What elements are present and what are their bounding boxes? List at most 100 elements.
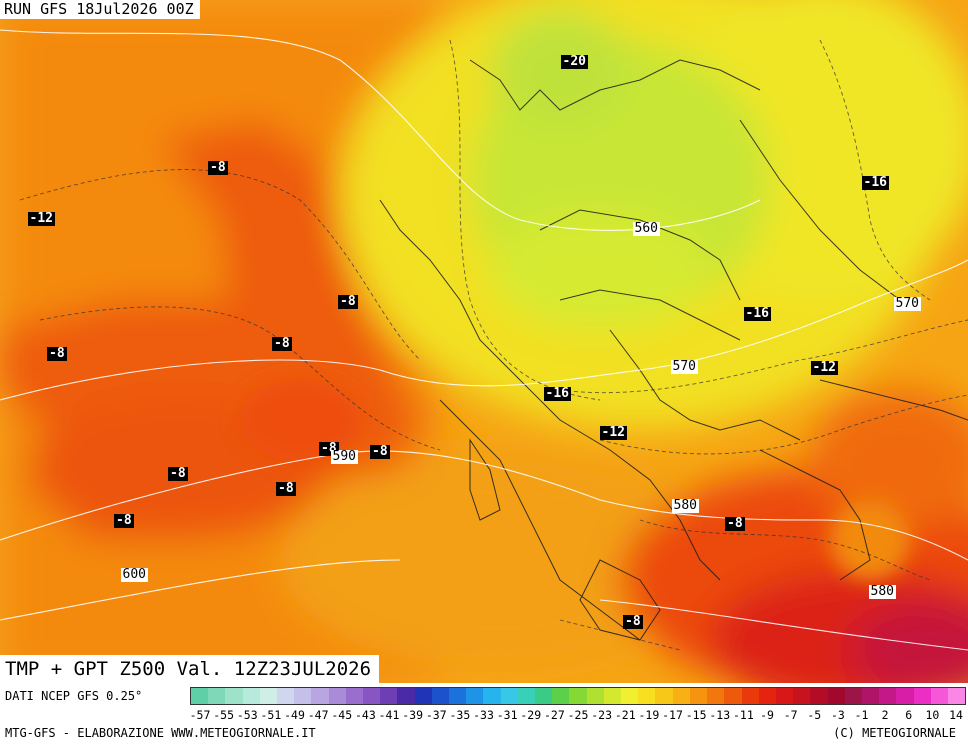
- color-swatch: [741, 688, 759, 704]
- temperature-label: -8: [725, 516, 745, 531]
- geopotential-label: 590: [330, 449, 358, 464]
- scale-tick-label: -3: [830, 708, 845, 722]
- scale-tick-label: -13: [709, 708, 731, 722]
- color-swatch: [844, 688, 862, 704]
- temperature-label: -8: [208, 160, 228, 175]
- scale-tick-label: -41: [378, 708, 400, 722]
- color-swatch: [466, 688, 484, 704]
- scale-tick-label: 6: [905, 708, 913, 722]
- color-swatch: [603, 688, 622, 704]
- scale-tick-label: -9: [760, 708, 774, 722]
- color-swatch: [225, 688, 243, 704]
- color-swatch: [380, 688, 398, 704]
- color-swatch: [758, 688, 776, 704]
- geopotential-label: 580: [671, 498, 699, 513]
- temperature-label: -8: [272, 336, 292, 351]
- data-source: DATI NCEP GFS 0.25°: [5, 689, 143, 703]
- scale-tick-label: -19: [638, 708, 660, 722]
- geopotential-label: 570: [670, 359, 698, 374]
- color-swatch: [191, 688, 209, 704]
- temperature-label: -16: [543, 386, 571, 401]
- color-swatch: [707, 688, 725, 704]
- color-swatch: [517, 688, 536, 704]
- temperature-label: -16: [861, 175, 889, 190]
- temperature-label: -8: [168, 466, 188, 481]
- color-swatch: [793, 688, 811, 704]
- temperature-label: -12: [599, 425, 627, 440]
- color-swatch: [896, 688, 914, 704]
- color-swatch: [483, 688, 501, 704]
- scale-tick-label: -1: [854, 708, 869, 722]
- geopotential-label: 570: [893, 296, 921, 311]
- color-swatch: [879, 688, 897, 704]
- color-swatch: [328, 688, 346, 704]
- scale-tick-label: 14: [949, 708, 963, 722]
- color-swatch: [947, 688, 966, 704]
- color-swatch: [208, 688, 226, 704]
- scale-tick-label: -35: [449, 708, 471, 722]
- color-swatch: [277, 688, 295, 704]
- geopotential-label: 600: [120, 567, 148, 582]
- color-swatch: [638, 688, 656, 704]
- temperature-label: -8: [276, 481, 296, 496]
- scale-tick-label: -37: [425, 708, 447, 722]
- color-swatch: [431, 688, 450, 704]
- color-scale-ticks: -57 -55 -53 -51 -49 -47 -45 -43 -41 -39 -37 -35 -33-…: [190, 708, 966, 722]
- temperature-label: -16: [743, 306, 771, 321]
- temperature-label: -8: [370, 444, 390, 459]
- temperature-label: -20: [560, 54, 588, 69]
- scale-tick-label: -45: [331, 708, 353, 722]
- scale-tick-label: -51: [260, 708, 282, 722]
- scale-tick-label: -23: [591, 708, 613, 722]
- color-swatch: [242, 688, 260, 704]
- color-swatch: [621, 688, 639, 704]
- geopotential-label: 580: [868, 584, 896, 599]
- scale-tick-label: -39: [402, 708, 424, 722]
- credit-right: (C) METEOGIORNALE: [833, 726, 956, 740]
- scale-tick-label: -55: [213, 708, 235, 722]
- run-label: RUN GFS 18Jul2026 00Z: [0, 0, 200, 19]
- geopotential-label: 560: [632, 221, 660, 236]
- temperature-label: -8: [623, 614, 643, 629]
- color-swatch: [775, 688, 794, 704]
- color-swatch: [311, 688, 329, 704]
- temperature-field: [0, 0, 968, 683]
- scale-tick-label: -43: [354, 708, 376, 722]
- temperature-label: -8: [114, 513, 134, 528]
- scale-tick-label: -49: [284, 708, 305, 722]
- color-swatch: [363, 688, 381, 704]
- color-swatch: [259, 688, 278, 704]
- color-swatch: [397, 688, 415, 704]
- color-swatch: [500, 688, 518, 704]
- color-swatch: [913, 688, 931, 704]
- color-swatch: [810, 688, 828, 704]
- color-scale: [190, 687, 966, 705]
- color-swatch: [724, 688, 742, 704]
- color-swatch: [414, 688, 432, 704]
- scale-tick-label: -57: [189, 708, 211, 722]
- scale-tick-label: -31: [496, 708, 518, 722]
- color-swatch: [552, 688, 570, 704]
- color-swatch: [930, 688, 948, 704]
- scale-tick-label: -25: [567, 708, 589, 722]
- credit-left: MTG-GFS - ELABORAZIONE WWW.METEOGIORNALE…: [5, 726, 316, 740]
- map-title: TMP + GPT Z500 Val. 12Z23JUL2026: [0, 655, 380, 683]
- scale-tick-label: -11: [732, 708, 754, 722]
- scale-tick-label: -21: [614, 708, 636, 722]
- color-swatch: [535, 688, 553, 704]
- footer: DATI NCEP GFS 0.25° -57 -55 -53 -51 -49 -47 -4…: [0, 683, 968, 745]
- color-swatch: [861, 688, 880, 704]
- scale-tick-label: -33: [473, 708, 494, 722]
- scale-tick-label: -7: [783, 708, 798, 722]
- temperature-label: -12: [27, 211, 55, 226]
- scale-tick-label: -27: [543, 708, 565, 722]
- color-swatch: [655, 688, 673, 704]
- scale-tick-label: -17: [662, 708, 683, 722]
- color-swatch: [569, 688, 587, 704]
- temperature-label: -8: [338, 294, 358, 309]
- color-swatch: [449, 688, 467, 704]
- scale-tick-label: 10: [925, 708, 940, 722]
- scale-tick-label: -15: [685, 708, 707, 722]
- color-swatch: [345, 688, 364, 704]
- color-swatch: [689, 688, 708, 704]
